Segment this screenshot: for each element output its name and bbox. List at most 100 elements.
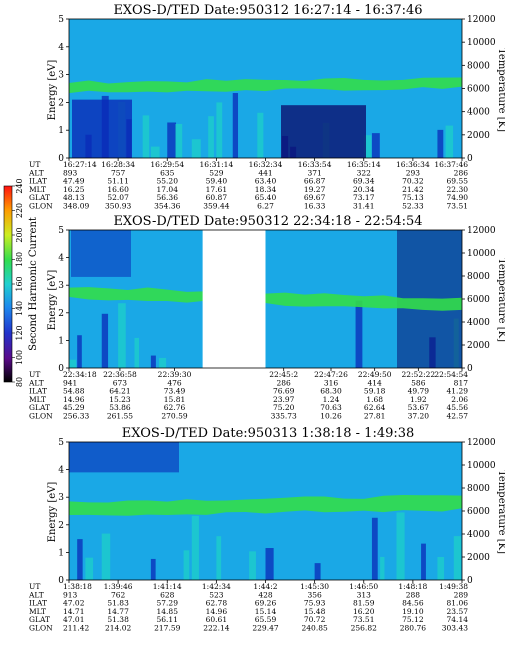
- orbit-value: 17.04: [157, 185, 179, 194]
- spectrogram-column: [445, 125, 454, 158]
- y2-tick-label: 6000: [467, 507, 490, 517]
- spectrogram-band: [69, 495, 462, 516]
- orbit-value: 476: [167, 378, 182, 387]
- spectrogram-column: [208, 116, 214, 158]
- orbit-value: 286: [277, 378, 292, 387]
- orbit-value: 356: [307, 590, 322, 599]
- orbit-value: 414: [368, 378, 383, 387]
- orbit-value: 322: [357, 168, 372, 177]
- orbit-value: 14.71: [63, 607, 84, 616]
- colorbar-gradient: [3, 185, 13, 383]
- spectrogram-column: [265, 548, 274, 580]
- panel-3-spectrogram: [69, 442, 462, 580]
- spectrogram-column: [396, 512, 405, 580]
- spectrogram-column: [183, 550, 190, 580]
- y-tick-label: 4: [58, 254, 64, 264]
- orbit-value: 16:32:34: [249, 160, 283, 169]
- colorbar-tick-label: 120: [15, 325, 24, 340]
- orbit-value: 62.64: [364, 403, 386, 412]
- orbit-value: 913: [63, 590, 78, 599]
- orbit-value: 10.26: [320, 412, 342, 421]
- spectrogram-column: [371, 133, 380, 158]
- orbit-value: 69.26: [255, 599, 277, 608]
- orbit-value: 59.18: [364, 387, 386, 396]
- orbit-value: 45.56: [447, 403, 469, 412]
- spectrogram-column: [134, 337, 139, 368]
- colorbar-ticks: 80 100 120 140 160 180 200 220 240: [12, 178, 24, 387]
- panel-3-title: EXOS-D/TED Date:950313 1:38:18 - 1:49:38: [122, 426, 415, 441]
- orbit-value: 313: [357, 590, 372, 599]
- panel-3-ylabel: Energy [eV]: [47, 482, 58, 543]
- orbit-value: 22:36:58: [103, 370, 137, 379]
- orbit-value: 16.33: [304, 202, 326, 211]
- orbit-row-label: MLT: [29, 185, 46, 194]
- orbit-value: 1:45:30: [300, 582, 329, 591]
- orbit-value: 1.68: [366, 395, 383, 404]
- orbit-value: 222.14: [203, 624, 229, 633]
- spectrogram-column: [249, 551, 256, 580]
- orbit-value: 84.56: [402, 599, 424, 608]
- orbit-value: 70.72: [304, 615, 326, 624]
- orbit-value: 1:49:38: [439, 582, 468, 591]
- orbit-value: 16:33:54: [298, 160, 332, 169]
- orbit-value: 16:36:34: [396, 160, 430, 169]
- panel-1-title: EXOS-D/TED Date:950312 16:27:14 - 16:37:…: [113, 3, 422, 18]
- orbit-value: 18.34: [255, 185, 277, 194]
- orbit-value: 22.30: [447, 185, 469, 194]
- orbit-value: 37.20: [408, 412, 430, 421]
- panel-3-y2label: Temperature [K]: [496, 470, 505, 554]
- orbit-value: 60.87: [206, 193, 228, 202]
- orbit-row-label: UT: [29, 582, 40, 591]
- spectrogram-column: [371, 517, 378, 580]
- orbit-value: 22:54:54: [434, 370, 468, 379]
- orbit-value: 15.14: [255, 607, 277, 616]
- orbit-value: 350.93: [105, 202, 131, 211]
- orbit-value: 280.76: [400, 624, 426, 633]
- orbit-row-label: MLT: [29, 395, 46, 404]
- colorbar-label: Second Harmonic Current: [28, 217, 39, 351]
- spectrogram-column: [314, 563, 321, 580]
- orbit-value: 45.29: [63, 403, 85, 412]
- orbit-row-label: ALT: [28, 168, 44, 177]
- orbit-value: 16:37:46: [434, 160, 468, 169]
- y2-tick-label: 10000: [467, 249, 496, 259]
- spectrogram-column: [380, 556, 385, 580]
- panel-1-axes: 0 1 2 3 4 5 0 2000 4000 6000 8000 10000 12000: [58, 15, 496, 164]
- orbit-row-label: MLT: [29, 607, 46, 616]
- orbit-value: 256.33: [63, 412, 89, 421]
- panel-2-axes: 0 1 2 3 4 5 0 2000 4000 6000 8000 10000 12000: [58, 226, 496, 374]
- spectrogram-column: [142, 115, 150, 158]
- orbit-value: 211.42: [63, 624, 89, 633]
- spectrogram-dark-region: [281, 105, 366, 158]
- orbit-value: 1:42:34: [202, 582, 231, 591]
- spectrogram-column: [150, 355, 156, 368]
- colorbar-tick-label: 140: [15, 301, 24, 316]
- spectrogram-column: [150, 146, 160, 158]
- orbit-value: 51.38: [107, 615, 129, 624]
- orbit-value: 16.25: [63, 185, 85, 194]
- orbit-value: 73.51: [447, 202, 468, 211]
- orbit-value: 16.60: [107, 185, 129, 194]
- orbit-value: 628: [160, 590, 175, 599]
- orbit-value: 22:34:18: [63, 370, 97, 379]
- orbit-value: 64.21: [109, 387, 130, 396]
- panel-1-spectrogram: [69, 19, 462, 158]
- orbit-value: 16:27:14: [63, 160, 97, 169]
- orbit-value: 217.59: [154, 624, 180, 633]
- orbit-value: 52.07: [107, 193, 129, 202]
- orbit-value: 14.85: [157, 607, 179, 616]
- orbit-value: 55.20: [157, 177, 179, 186]
- y2-tick-label: 12000: [467, 438, 496, 448]
- spectrogram-column: [421, 543, 426, 580]
- colorbar-tick-label: 100: [15, 350, 24, 365]
- y-tick-label: 0: [58, 154, 64, 164]
- panel-2-title: EXOS-D/TED Date:950312 22:34:18 - 22:54:…: [113, 214, 422, 229]
- y-tick-label: 1: [58, 548, 64, 558]
- orbit-value: 1:46:50: [349, 582, 378, 591]
- y-tick-label: 1: [58, 336, 64, 346]
- orbit-value: 41.29: [447, 387, 469, 396]
- orbit-value: 16:35:14: [347, 160, 381, 169]
- orbit-value: 81.59: [353, 599, 375, 608]
- orbit-value: 62.78: [206, 599, 228, 608]
- orbit-value: 428: [258, 590, 273, 599]
